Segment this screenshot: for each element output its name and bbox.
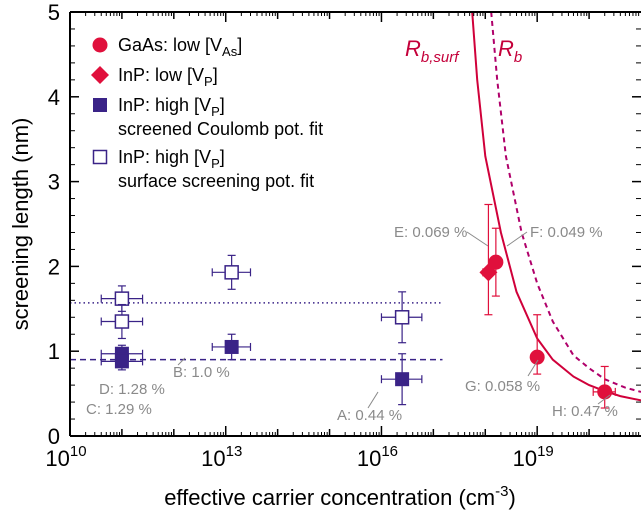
- text-span: P: [204, 74, 213, 89]
- legend-entry-text: InP: high [VP]: [118, 95, 225, 119]
- text-span: 13: [226, 443, 243, 460]
- annotation-label: D: 1.28 %: [99, 381, 165, 398]
- text-span: GaAs: low [V: [118, 35, 222, 55]
- legend-entry-text: InP: high [VP]: [118, 147, 225, 171]
- annotation-label: C: 1.29 %: [86, 401, 152, 418]
- text-span: ]: [213, 65, 218, 85]
- text-span: 16: [381, 443, 398, 460]
- x-tick-label: 1013: [201, 443, 242, 471]
- annotation-leader-line: [467, 232, 488, 246]
- rb-dashed-curve: [491, 12, 641, 392]
- text-span: InP: high [V: [118, 147, 211, 167]
- annotation-label: F: 0.049 %: [530, 224, 603, 241]
- y-axis-title: screening length (nm): [8, 118, 33, 331]
- y-tick-label: 4: [48, 85, 60, 110]
- annotation-label: G: 0.058 %: [465, 378, 540, 395]
- text-span: 19: [537, 443, 554, 460]
- x-axis-title: effective carrier concentration (cm-3): [164, 483, 516, 510]
- gaas-circle-marker: [597, 384, 612, 399]
- inp-filled-square-marker: [93, 98, 107, 112]
- text-span: b: [514, 49, 522, 66]
- text-span: P: [211, 104, 220, 119]
- gaas-circle-marker: [93, 38, 108, 53]
- inp-filled-square-marker: [395, 372, 409, 386]
- rb-surf-solid-curve: [472, 12, 641, 400]
- inp-filled-square-marker: [115, 354, 129, 368]
- rb-surf-label: Rb,surf: [405, 36, 460, 66]
- y-tick-label: 1: [48, 339, 60, 364]
- text-span: As: [222, 44, 238, 59]
- y-tick-label: 5: [48, 0, 60, 25]
- inp-open-square-marker: [115, 292, 128, 305]
- x-tick-label: 1016: [357, 443, 398, 471]
- gaas-circle-marker: [530, 350, 545, 365]
- legend-entry-text: GaAs: low [VAs]: [118, 35, 242, 59]
- text-span: ]: [237, 35, 242, 55]
- text-span: 10: [70, 443, 87, 460]
- text-span: P: [211, 156, 220, 171]
- text-span: ]: [220, 95, 225, 115]
- text-span: 10: [45, 446, 69, 471]
- inp-open-square-marker: [115, 315, 128, 328]
- y-tick-label: 2: [48, 254, 60, 279]
- inp-open-square-marker: [225, 266, 238, 279]
- x-tick-label: 1010: [45, 443, 86, 471]
- y-tick-label: 3: [48, 170, 60, 195]
- text-span: InP: high [V: [118, 95, 211, 115]
- text-span: ): [508, 485, 515, 510]
- inp-open-square-marker: [94, 151, 107, 164]
- text-span: -3: [495, 483, 508, 500]
- legend-entry-text: InP: low [VP]: [118, 65, 218, 89]
- annotation-label: A: 0.44 %: [337, 407, 402, 424]
- text-span: 10: [357, 446, 381, 471]
- annotation-label: B: 1.0 %: [173, 364, 230, 381]
- inp-diamond-marker: [91, 66, 109, 84]
- text-span: 10: [201, 446, 225, 471]
- legend-entry-subtext: surface screening pot. fit: [118, 171, 314, 191]
- text-span: b,surf: [421, 49, 460, 66]
- text-span: effective carrier concentration (cm: [164, 485, 495, 510]
- inp-open-square-marker: [396, 311, 409, 324]
- inp-filled-square-marker: [225, 340, 239, 354]
- legend-entry-subtext: screened Coulomb pot. fit: [118, 119, 323, 139]
- text-span: 10: [513, 446, 537, 471]
- annotation-label: E: 0.069 %: [394, 224, 467, 241]
- x-tick-label: 1019: [513, 443, 554, 471]
- annotation-label: H: 0.47 %: [552, 403, 618, 420]
- rb-label: Rb: [498, 36, 522, 66]
- annotation-leader-line: [368, 392, 378, 408]
- text-span: R: [498, 36, 514, 61]
- text-span: ]: [220, 147, 225, 167]
- text-span: R: [405, 36, 421, 61]
- text-span: InP: low [V: [118, 65, 204, 85]
